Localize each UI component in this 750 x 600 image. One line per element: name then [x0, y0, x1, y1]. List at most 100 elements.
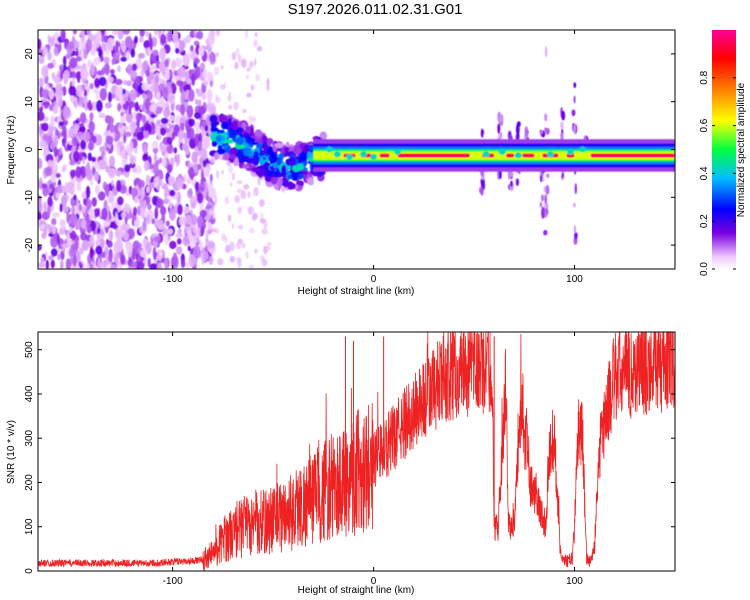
spectral-noise-blob	[89, 220, 97, 232]
colorbar	[712, 30, 736, 269]
spectral-noise-blob	[144, 98, 151, 111]
spectral-noise-blob	[52, 75, 61, 83]
spectral-smear	[544, 127, 547, 133]
spectral-noise-blob	[85, 168, 93, 181]
spectral-noise-blob	[137, 52, 146, 59]
spectral-noise-blob	[228, 104, 232, 110]
spectral-noise-blob	[216, 169, 219, 179]
spectral-noise-blob	[253, 187, 259, 197]
spectral-noise-blob	[77, 74, 81, 84]
spectral-noise-blob	[44, 166, 52, 177]
spectral-noise-blob	[86, 224, 91, 233]
carrier-node	[498, 148, 506, 155]
spectral-blob	[265, 169, 273, 177]
y-tick-label: 10	[24, 96, 35, 108]
spectral-noise-blob	[237, 206, 243, 214]
carrier-core	[506, 153, 515, 158]
spectral-noise-blob	[197, 140, 203, 152]
spectral-noise-blob	[102, 220, 111, 228]
spectral-blob	[291, 170, 300, 179]
spectral-noise-blob	[167, 163, 173, 173]
spectral-noise-blob	[61, 221, 66, 231]
spectral-noise-blob	[60, 69, 64, 80]
spectral-noise-blob	[93, 88, 97, 94]
spectral-noise-blob	[116, 220, 121, 227]
spectral-smear	[544, 113, 548, 122]
spectral-noise-blob	[192, 225, 197, 234]
spectral-noise-blob	[131, 248, 136, 260]
spectral-smear	[480, 188, 484, 196]
spectral-noise-blob	[113, 53, 117, 62]
spectral-noise-blob	[154, 83, 160, 93]
spectral-noise-blob	[187, 188, 193, 199]
spectral-noise-blob	[60, 194, 68, 208]
spectral-noise-blob	[38, 54, 45, 65]
spectral-blob	[222, 152, 230, 160]
spectral-noise-blob	[258, 199, 265, 207]
spectral-noise-blob	[82, 156, 86, 165]
spectral-noise-blob	[110, 69, 115, 75]
spectral-noise-blob	[238, 54, 242, 63]
spectral-blob	[307, 177, 315, 186]
spectral-noise-blob	[108, 252, 113, 263]
spectral-noise-blob	[196, 192, 204, 204]
spectral-noise-blob	[109, 123, 115, 134]
spectral-noise-blob	[91, 197, 97, 207]
spectral-noise-blob	[210, 106, 217, 113]
spectral-noise-blob	[85, 185, 91, 199]
spectral-noise-blob	[182, 53, 190, 67]
spectral-noise-blob	[174, 57, 182, 68]
spectral-noise-blob	[161, 157, 167, 167]
spectral-noise-blob	[168, 208, 176, 221]
carrier-node	[325, 146, 333, 153]
spectral-noise-blob	[173, 147, 178, 154]
spectral-noise-blob	[72, 30, 77, 35]
spectral-noise-blob	[90, 62, 95, 76]
spectral-noise-blob	[143, 130, 150, 138]
spectral-noise-blob	[188, 166, 195, 179]
spectral-noise-blob	[184, 214, 192, 226]
spectral-noise-blob	[248, 264, 255, 269]
spectral-blob	[259, 164, 269, 169]
spectral-noise-blob	[117, 30, 124, 40]
spectral-noise-blob	[84, 98, 88, 112]
spectral-noise-blob	[241, 58, 247, 68]
snr-chart: -100 0 100 0 100 200 300 400 500 Height of strai…	[6, 331, 676, 596]
spectral-noise-blob	[88, 121, 96, 133]
spectral-noise-blob	[251, 116, 256, 122]
spectral-noise-blob	[100, 238, 105, 249]
carrier-node	[333, 151, 341, 158]
spectral-noise-blob	[107, 76, 114, 84]
spectral-noise-blob	[225, 244, 231, 254]
spectral-noise-blob	[129, 140, 134, 152]
spectral-blob	[210, 127, 219, 132]
spectral-noise-blob	[125, 111, 133, 123]
spectral-noise-blob	[207, 183, 213, 190]
spectral-noise-blob	[165, 68, 170, 81]
spectral-noise-blob	[119, 145, 125, 151]
spectral-noise-blob	[167, 93, 176, 105]
spectral-noise-blob	[157, 126, 161, 140]
spectral-noise-blob	[61, 166, 66, 173]
spectral-noise-blob	[81, 240, 90, 251]
spectral-smear	[510, 180, 513, 188]
spectral-noise-blob	[136, 132, 144, 141]
y-tick-label: -10	[24, 190, 35, 205]
spectral-noise-blob	[246, 92, 252, 98]
spectral-noise-blob	[69, 230, 77, 241]
spectral-noise-blob	[99, 88, 108, 101]
spectral-noise-blob	[63, 131, 67, 144]
spectral-noise-blob	[121, 211, 127, 219]
spectral-smear	[539, 129, 543, 135]
spectral-noise-blob	[51, 218, 57, 226]
spectral-noise-blob	[75, 50, 79, 57]
spectral-noise-blob	[158, 62, 165, 69]
y-tick-label: -20	[24, 237, 35, 252]
carrier-node	[514, 152, 522, 159]
spectral-noise-blob	[115, 211, 118, 225]
spectral-blob	[228, 118, 233, 127]
spectral-noise-blob	[47, 224, 52, 234]
spectral-noise-blob	[186, 177, 192, 185]
spectral-smear	[544, 208, 548, 218]
spectral-noise-blob	[176, 176, 184, 190]
